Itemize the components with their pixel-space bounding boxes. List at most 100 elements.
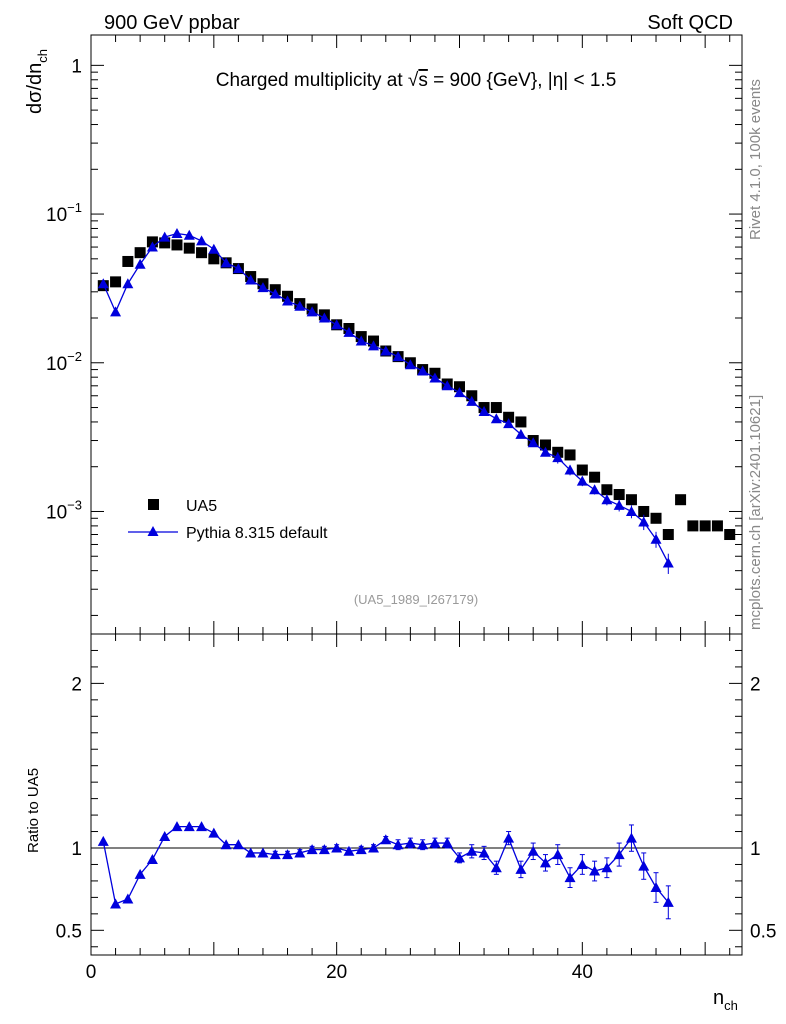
- ua5-point: [576, 464, 588, 476]
- ratio-point: [282, 849, 294, 860]
- ua5-point: [183, 242, 195, 254]
- ratio-point: [245, 847, 257, 858]
- pythia-point: [576, 475, 588, 486]
- y-tick-label: 10−2: [46, 349, 82, 375]
- ua5-point: [564, 449, 576, 461]
- ua5-point: [601, 484, 613, 496]
- ratio-point: [601, 862, 613, 873]
- ratio-point: [527, 845, 539, 856]
- ratio-point: [232, 839, 244, 850]
- pythia-point: [97, 278, 109, 289]
- main-marks: [97, 228, 736, 574]
- ratio-point: [478, 847, 490, 858]
- y-tick-exp: −3: [67, 497, 82, 512]
- ratio-point: [429, 837, 441, 848]
- pythia-point: [343, 326, 355, 337]
- pythia-point: [146, 241, 158, 252]
- y-axis-label: dσ/dnch: [24, 49, 50, 114]
- pythia-point: [306, 306, 318, 317]
- x-tick-label: 20: [326, 962, 347, 983]
- ua5-point: [466, 390, 478, 402]
- pythia-point: [441, 380, 453, 391]
- ratio-point: [515, 863, 527, 874]
- ratio-point: [110, 898, 122, 909]
- main-axes: 1 10−1 10−2 10 −3: [46, 35, 742, 634]
- ratio-panel-frame: [90, 633, 743, 956]
- legend-ua5-label: UA5: [186, 498, 217, 515]
- pythia-point: [625, 505, 637, 516]
- header-right: Soft QCD: [647, 12, 733, 34]
- pythia-point: [662, 557, 674, 568]
- pythia-point: [318, 312, 330, 323]
- x-tick-label: 40: [572, 962, 593, 983]
- pythia-point: [490, 413, 502, 424]
- pythia-point: [331, 319, 343, 330]
- ratio-point: [564, 872, 576, 883]
- ua5-point: [650, 512, 662, 524]
- y-tick-base: 10: [46, 205, 67, 226]
- ua5-point: [675, 494, 687, 506]
- pythia-point: [564, 464, 576, 475]
- main-panel-frame: [90, 34, 743, 635]
- y-tick-exp: −2: [67, 349, 82, 364]
- pythia-point: [232, 263, 244, 274]
- pythia-point: [257, 282, 269, 293]
- ratio-point: [294, 847, 306, 858]
- ratio-point: [208, 827, 220, 838]
- ratio-point: [171, 821, 183, 832]
- ratio-point: [539, 857, 551, 868]
- ratio-point: [343, 845, 355, 856]
- ua5-point: [208, 253, 220, 265]
- mcplots-label: mcplots.cern.ch [arXiv:2401.10621]: [747, 395, 764, 630]
- pythia-point: [368, 340, 380, 351]
- ratio-point: [613, 849, 625, 860]
- ratio-point: [576, 858, 588, 869]
- x-axis-label-main: n: [713, 987, 724, 1009]
- ratio-y-tick-label-right: 1: [750, 839, 761, 860]
- ua5-point: [539, 439, 551, 451]
- ratio-y-tick-label-right: 0.5: [750, 921, 776, 942]
- header-left: 900 GeV ppbar: [104, 12, 240, 34]
- ratio-point: [490, 862, 502, 873]
- pythia-point: [527, 437, 539, 448]
- y-axis-label-main: dσ/dn: [24, 63, 46, 114]
- ratio-y-tick-label: 2: [71, 674, 82, 695]
- ratio-point: [417, 839, 429, 850]
- ratio-point: [146, 854, 158, 865]
- ratio-y-tick-label-right: 2: [750, 674, 761, 695]
- chart-title-rest: = 900 {GeV}, |η| < 1.5: [428, 70, 616, 91]
- ua5-point: [625, 494, 637, 506]
- ua5-point: [159, 237, 171, 249]
- pythia-point: [478, 406, 490, 417]
- ratio-point: [269, 849, 281, 860]
- pythia-point: [589, 484, 601, 495]
- pythia-point: [110, 306, 122, 317]
- y-tick-base: 1: [71, 56, 82, 77]
- rivet-version-label: Rivet 4.1.0, 100k events: [747, 79, 764, 240]
- ua5-point: [589, 471, 601, 483]
- pythia-point: [294, 300, 306, 311]
- ua5-point: [699, 520, 711, 532]
- pythia-point: [417, 365, 429, 376]
- pythia-point: [134, 258, 146, 269]
- pythia-point: [159, 231, 171, 242]
- legend-pythia-label: Pythia 8.315 default: [186, 525, 328, 542]
- ratio-y-tick-label: 0.5: [56, 921, 82, 942]
- chart-title-root: √: [408, 70, 419, 91]
- ratio-point: [380, 834, 392, 845]
- pythia-point: [171, 228, 183, 239]
- pythia-point: [539, 446, 551, 457]
- ua5-point: [122, 255, 134, 267]
- ua5-point: [490, 402, 502, 414]
- ua5-point: [453, 381, 465, 393]
- y-tick-label: 10−1: [46, 200, 82, 226]
- pythia-point: [282, 295, 294, 306]
- ratio-axes: 0 20 40 0.5 0.5 1 1 2 2: [56, 634, 776, 983]
- ratio-point: [392, 839, 404, 850]
- ua5-point: [503, 411, 515, 423]
- ratio-marks: [97, 821, 674, 920]
- pythia-point: [183, 229, 195, 240]
- pythia-point: [355, 335, 367, 346]
- pythia-point: [650, 533, 662, 544]
